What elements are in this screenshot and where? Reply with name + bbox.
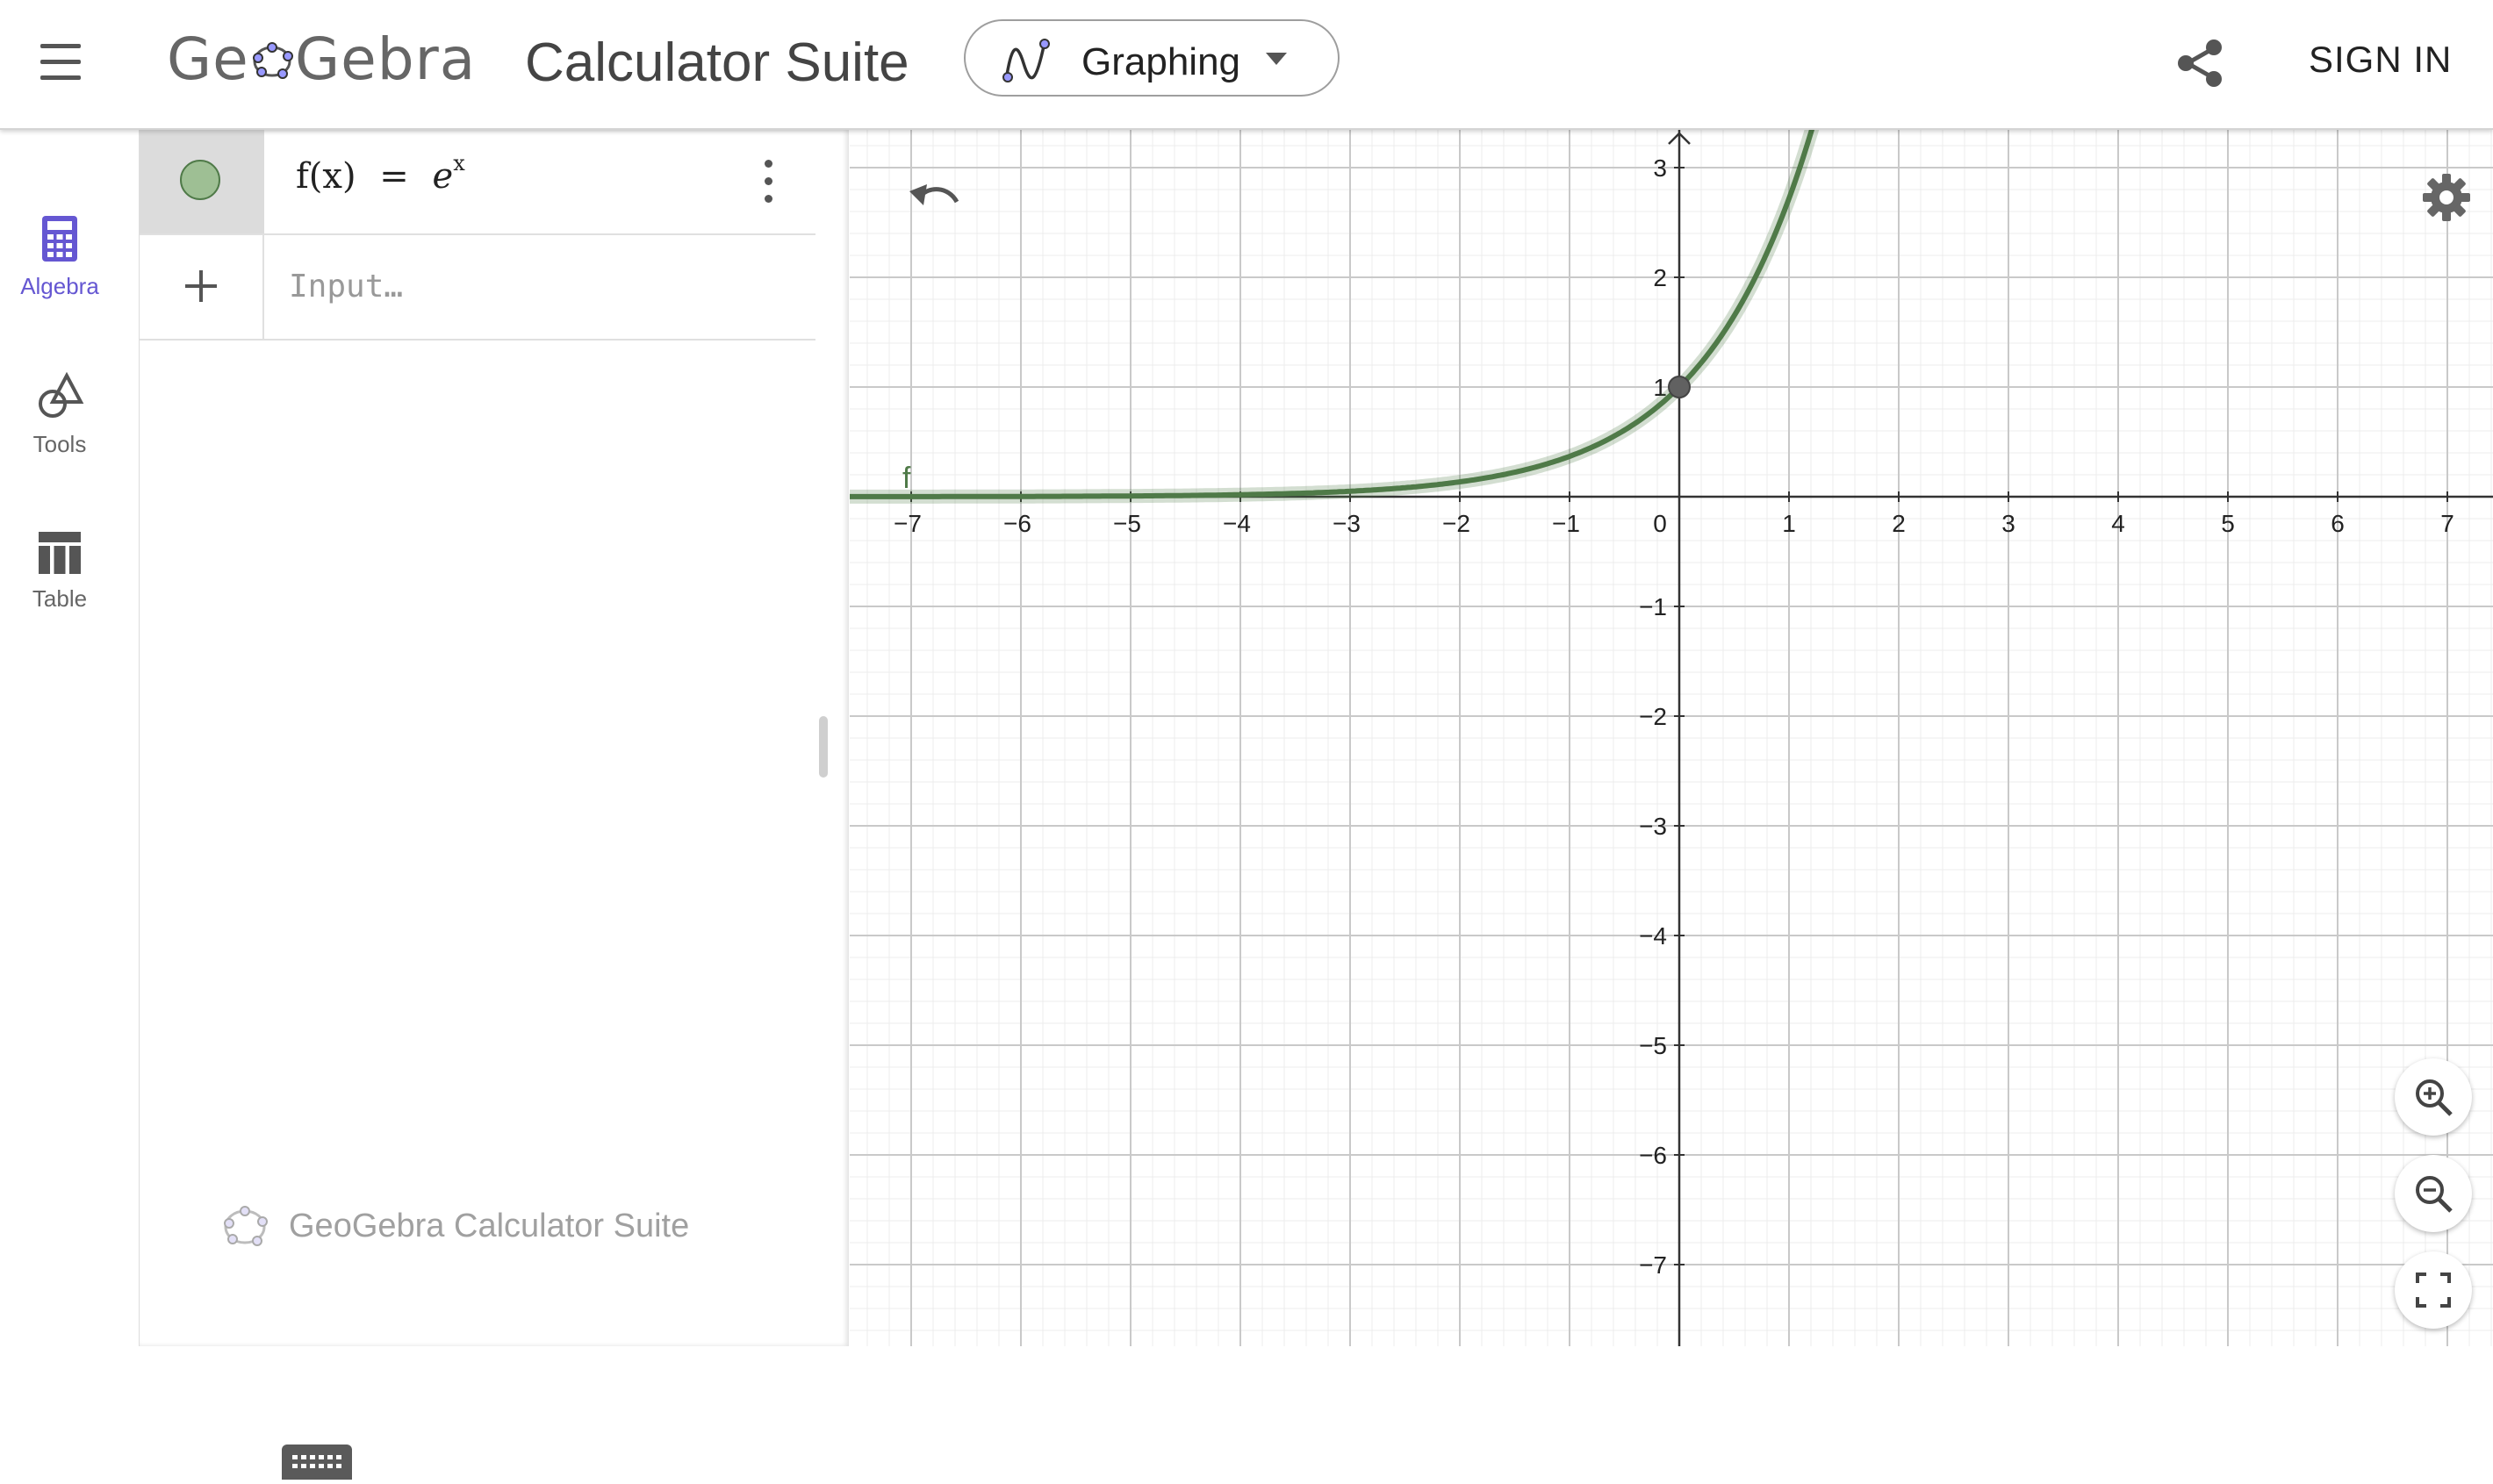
nav-label-table: Table <box>32 585 88 612</box>
formula-lhs: f(x) <box>296 156 356 197</box>
suite-watermark: GeoGebra Calculator Suite <box>220 1204 689 1248</box>
nav-item-algebra[interactable]: Algebra <box>0 214 119 300</box>
x-tick-label: 0 <box>1653 510 1667 537</box>
y-tick-label: 3 <box>1653 154 1667 182</box>
marble-icon[interactable] <box>180 160 220 200</box>
undo-icon[interactable] <box>902 172 964 225</box>
x-tick-label: −7 <box>894 510 922 537</box>
calculator-icon <box>42 216 77 262</box>
visibility-toggle[interactable] <box>140 130 264 233</box>
left-navigation: Algebra Tools Table <box>0 130 139 1346</box>
graphing-app-icon <box>1002 39 1050 82</box>
nav-label-algebra: Algebra <box>20 273 99 299</box>
share-icon[interactable] <box>2168 32 2231 95</box>
zoom-in-icon[interactable] <box>2395 1058 2472 1136</box>
dropdown-caret-icon <box>1266 53 1287 65</box>
nav-item-tools[interactable]: Tools <box>0 371 119 458</box>
shapes-icon <box>39 371 84 418</box>
x-tick-label: −1 <box>1552 510 1580 537</box>
x-tick-label: −2 <box>1442 510 1470 537</box>
gear-icon[interactable] <box>2416 167 2477 228</box>
x-tick-label: −3 <box>1333 510 1361 537</box>
y-tick-label: −6 <box>1639 1142 1667 1169</box>
x-tick-label: 3 <box>2001 510 2015 537</box>
y-tick-label: 1 <box>1653 374 1667 401</box>
more-options-icon[interactable] <box>754 158 780 207</box>
formula-base: e <box>432 156 454 197</box>
app-header: Ge Gebra Calculator Suite Graphing SIGN <box>0 0 2493 130</box>
y-tick-label: −2 <box>1639 703 1667 730</box>
y-tick-label: 2 <box>1653 264 1667 291</box>
nav-label-tools: Tools <box>32 431 87 457</box>
x-tick-label: 2 <box>1892 510 1906 537</box>
nav-item-table[interactable]: Table <box>0 530 119 613</box>
x-tick-label: −6 <box>1003 510 1031 537</box>
x-tick-label: 6 <box>2331 510 2345 537</box>
y-tick-label: −4 <box>1639 922 1667 950</box>
hamburger-menu-icon[interactable] <box>32 39 88 88</box>
x-tick-label: −5 <box>1113 510 1141 537</box>
y-axis-arrow <box>1668 132 1691 145</box>
panel-resize-handle[interactable] <box>819 716 828 778</box>
app-selector-label: Graphing <box>1081 40 1241 83</box>
formula-equals: = <box>379 156 409 197</box>
formula-exponent: x <box>453 151 465 176</box>
sign-in-button[interactable]: SIGN IN <box>2309 39 2453 80</box>
function-curve-f <box>850 130 1815 499</box>
keyboard-icon[interactable] <box>282 1445 352 1480</box>
x-tick-label: 4 <box>2111 510 2125 537</box>
algebra-entry[interactable]: f(x) = ex <box>140 130 815 235</box>
add-item-plus-icon[interactable] <box>140 235 264 339</box>
app-selector-dropdown[interactable]: Graphing <box>964 19 1340 97</box>
algebra-formula[interactable]: f(x) = ex <box>296 151 465 197</box>
x-tick-label: −4 <box>1223 510 1251 537</box>
x-tick-label: 5 <box>2221 510 2235 537</box>
y-tick-label: −7 <box>1639 1251 1667 1279</box>
algebra-view: f(x) = ex GeoGebra Calculator Suite <box>139 130 849 1480</box>
curve-highlight <box>850 130 1820 504</box>
point-on-curve <box>1668 376 1691 398</box>
app-title: Calculator Suite <box>525 32 909 93</box>
svg-text:Gebra: Gebra <box>295 25 476 93</box>
fullscreen-icon[interactable] <box>2395 1251 2472 1329</box>
y-tick-label: −3 <box>1639 813 1667 840</box>
x-tick-label: 7 <box>2440 510 2454 537</box>
x-tick-label: 1 <box>1782 510 1796 537</box>
graph-canvas[interactable]: −7 −6 −5 −4 −3 −2 −1 0 1 2 3 4 5 6 7123−1−2−3−4−5−6−7 … <box>850 130 2493 1346</box>
watermark-text: GeoGebra Calculator Suite <box>289 1207 690 1244</box>
y-tick-label: −5 <box>1639 1032 1667 1059</box>
y-tick-label: −1 <box>1639 593 1667 620</box>
geogebra-watermark-icon <box>224 1206 268 1246</box>
geogebra-logo: Ge Gebra <box>167 23 483 97</box>
graphics-view[interactable]: −7 −6 −5 −4 −3 −2 −1 0 1 2 3 4 5 6 7 1 2 3 −1 −2 −3 −4 −5 −6 −7 … <box>850 130 2493 1346</box>
svg-text:Ge: Ge <box>167 25 249 93</box>
zoom-out-icon[interactable] <box>2395 1155 2472 1232</box>
table-icon <box>39 532 81 574</box>
curve-label: f <box>902 462 911 495</box>
algebra-input-row <box>140 235 815 341</box>
algebra-input[interactable] <box>287 255 800 318</box>
